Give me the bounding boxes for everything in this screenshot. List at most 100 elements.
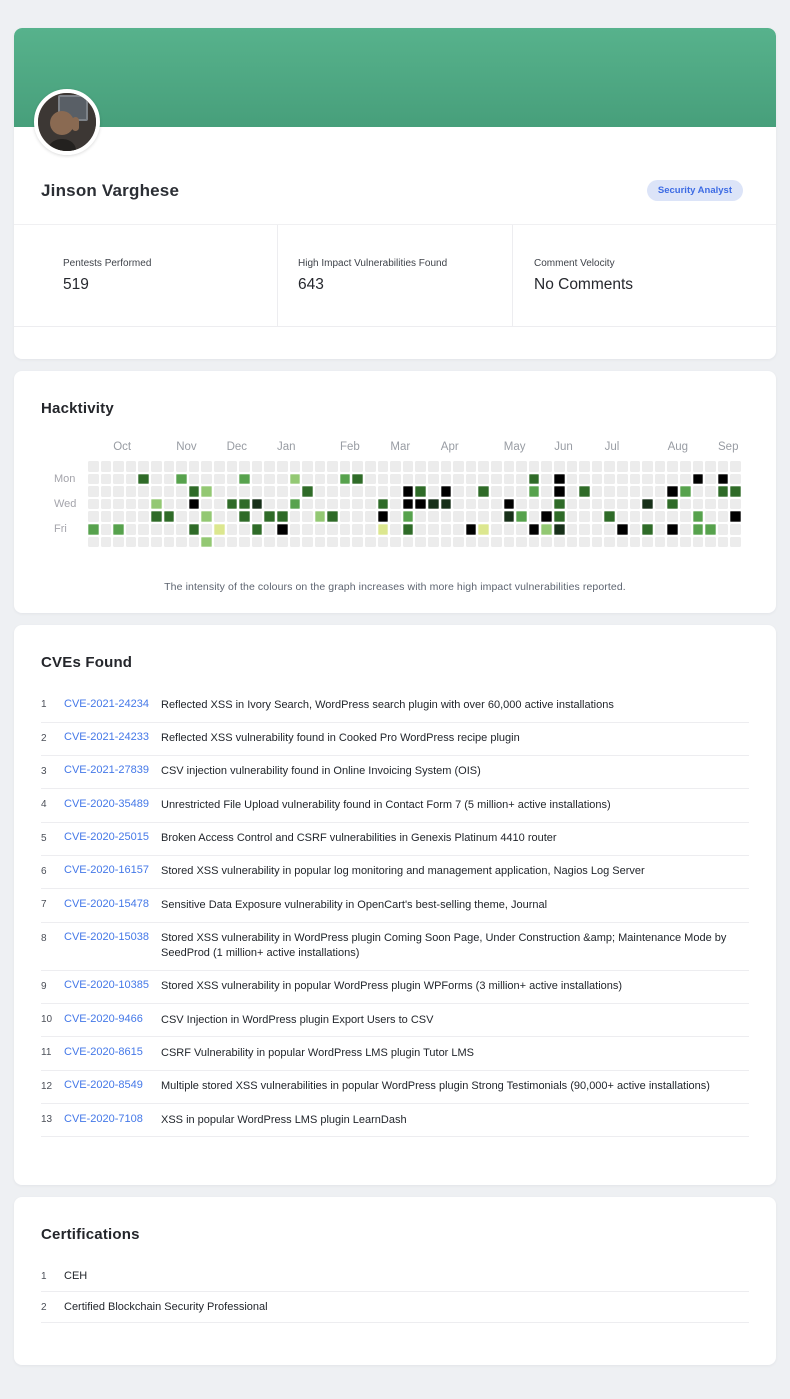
heatmap-cell[interactable] xyxy=(251,511,263,522)
heatmap-cell[interactable] xyxy=(528,511,540,522)
heatmap-cell[interactable] xyxy=(113,523,124,535)
heatmap-cell[interactable] xyxy=(289,536,301,548)
heatmap-cell[interactable] xyxy=(88,511,99,522)
heatmap-cell[interactable] xyxy=(667,523,678,535)
heatmap-cell[interactable] xyxy=(239,498,250,510)
heatmap-cell[interactable] xyxy=(138,498,149,510)
heatmap-cell[interactable] xyxy=(692,498,704,510)
heatmap-cell[interactable] xyxy=(352,461,364,472)
heatmap-cell[interactable] xyxy=(125,511,137,522)
heatmap-cell[interactable] xyxy=(100,523,112,535)
heatmap-cell[interactable] xyxy=(705,461,716,472)
heatmap-cell[interactable] xyxy=(654,511,666,522)
heatmap-cell[interactable] xyxy=(465,523,477,535)
heatmap-cell[interactable] xyxy=(566,536,578,548)
heatmap-cell[interactable] xyxy=(528,486,540,497)
heatmap-cell[interactable] xyxy=(264,486,275,497)
cve-id-link[interactable]: CVE-2020-10385 xyxy=(64,979,150,992)
heatmap-cell[interactable] xyxy=(314,498,326,510)
heatmap-cell[interactable] xyxy=(428,511,439,522)
heatmap-cell[interactable] xyxy=(150,498,162,510)
heatmap-cell[interactable] xyxy=(327,473,338,485)
heatmap-cell[interactable] xyxy=(213,523,225,535)
heatmap-cell[interactable] xyxy=(553,498,565,510)
heatmap-cell[interactable] xyxy=(491,486,502,497)
heatmap-cell[interactable] xyxy=(188,473,200,485)
heatmap-cell[interactable] xyxy=(503,473,515,485)
heatmap-cell[interactable] xyxy=(365,461,376,472)
heatmap-cell[interactable] xyxy=(314,511,326,522)
heatmap-cell[interactable] xyxy=(289,498,301,510)
heatmap-cell[interactable] xyxy=(327,536,338,548)
heatmap-cell[interactable] xyxy=(188,523,200,535)
heatmap-cell[interactable] xyxy=(264,511,275,522)
heatmap-cell[interactable] xyxy=(365,473,376,485)
heatmap-cell[interactable] xyxy=(276,523,288,535)
heatmap-cell[interactable] xyxy=(465,536,477,548)
heatmap-cell[interactable] xyxy=(579,486,590,497)
heatmap-cell[interactable] xyxy=(705,523,716,535)
heatmap-cell[interactable] xyxy=(465,473,477,485)
heatmap-cell[interactable] xyxy=(730,473,741,485)
heatmap-cell[interactable] xyxy=(314,461,326,472)
heatmap-cell[interactable] xyxy=(415,498,427,510)
heatmap-cell[interactable] xyxy=(415,461,427,472)
heatmap-cell[interactable] xyxy=(125,536,137,548)
heatmap-cell[interactable] xyxy=(251,498,263,510)
heatmap-cell[interactable] xyxy=(629,536,641,548)
heatmap-cell[interactable] xyxy=(213,498,225,510)
heatmap-cell[interactable] xyxy=(365,511,376,522)
heatmap-cell[interactable] xyxy=(629,523,641,535)
heatmap-cell[interactable] xyxy=(327,523,338,535)
heatmap-cell[interactable] xyxy=(717,498,729,510)
heatmap-cell[interactable] xyxy=(201,473,212,485)
heatmap-cell[interactable] xyxy=(679,536,691,548)
heatmap-cell[interactable] xyxy=(705,511,716,522)
heatmap-cell[interactable] xyxy=(453,486,464,497)
heatmap-cell[interactable] xyxy=(377,536,389,548)
heatmap-cell[interactable] xyxy=(679,473,691,485)
heatmap-cell[interactable] xyxy=(188,511,200,522)
heatmap-cell[interactable] xyxy=(654,498,666,510)
cve-id-link[interactable]: CVE-2020-15038 xyxy=(64,931,150,944)
heatmap-cell[interactable] xyxy=(302,498,313,510)
heatmap-cell[interactable] xyxy=(125,486,137,497)
heatmap-cell[interactable] xyxy=(528,498,540,510)
cve-id-link[interactable]: CVE-2020-8549 xyxy=(64,1079,143,1092)
heatmap-cell[interactable] xyxy=(201,461,212,472)
heatmap-cell[interactable] xyxy=(516,461,527,472)
heatmap-cell[interactable] xyxy=(453,523,464,535)
heatmap-cell[interactable] xyxy=(440,461,452,472)
heatmap-cell[interactable] xyxy=(276,461,288,472)
heatmap-cell[interactable] xyxy=(642,511,653,522)
heatmap-cell[interactable] xyxy=(88,523,99,535)
heatmap-cell[interactable] xyxy=(138,523,149,535)
heatmap-cell[interactable] xyxy=(654,473,666,485)
heatmap-cell[interactable] xyxy=(239,523,250,535)
heatmap-cell[interactable] xyxy=(390,511,401,522)
heatmap-cell[interactable] xyxy=(251,473,263,485)
heatmap-cell[interactable] xyxy=(604,486,615,497)
heatmap-cell[interactable] xyxy=(339,461,351,472)
heatmap-cell[interactable] xyxy=(453,536,464,548)
heatmap-cell[interactable] xyxy=(428,523,439,535)
heatmap-cell[interactable] xyxy=(213,461,225,472)
heatmap-cell[interactable] xyxy=(604,536,615,548)
heatmap-cell[interactable] xyxy=(541,486,552,497)
heatmap-cell[interactable] xyxy=(579,498,590,510)
heatmap-cell[interactable] xyxy=(377,498,389,510)
heatmap-cell[interactable] xyxy=(503,511,515,522)
heatmap-cell[interactable] xyxy=(616,536,628,548)
heatmap-cell[interactable] xyxy=(440,536,452,548)
heatmap-cell[interactable] xyxy=(591,473,603,485)
heatmap-cell[interactable] xyxy=(302,511,313,522)
heatmap-cell[interactable] xyxy=(327,511,338,522)
heatmap-cell[interactable] xyxy=(88,461,99,472)
heatmap-cell[interactable] xyxy=(352,498,364,510)
heatmap-cell[interactable] xyxy=(289,473,301,485)
heatmap-cell[interactable] xyxy=(717,511,729,522)
heatmap-cell[interactable] xyxy=(402,461,414,472)
heatmap-cell[interactable] xyxy=(150,461,162,472)
heatmap-cell[interactable] xyxy=(491,536,502,548)
heatmap-cell[interactable] xyxy=(88,498,99,510)
